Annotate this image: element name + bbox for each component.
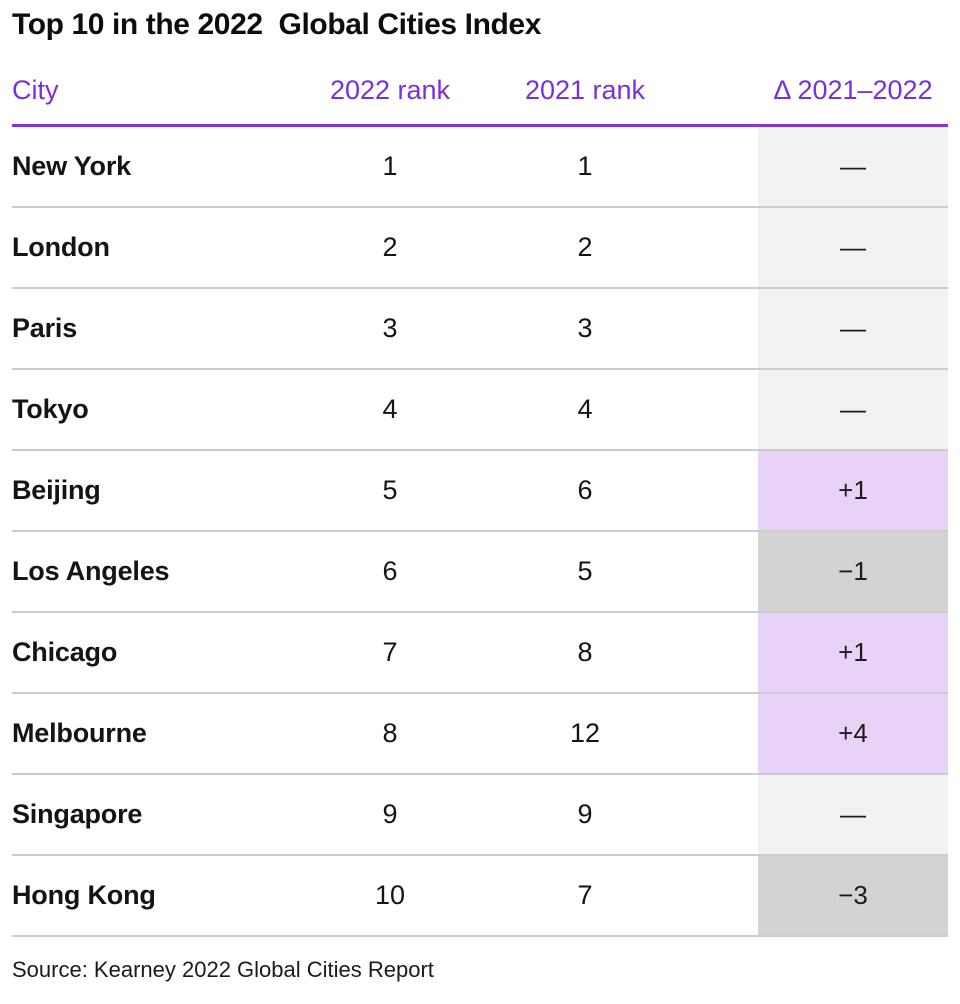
rank-2022: 4	[382, 394, 398, 424]
table-row: New York 1 1 —	[12, 127, 948, 208]
table-row: Hong Kong 10 7 −3	[12, 856, 948, 937]
delta-value: —	[758, 127, 948, 206]
row-spacer	[700, 613, 758, 692]
rank-2022: 1	[382, 151, 398, 181]
rank-2021: 9	[577, 799, 593, 829]
table-row: Chicago 7 8 +1	[12, 613, 948, 694]
delta-value: −1	[758, 532, 948, 611]
row-spacer	[700, 127, 758, 206]
row-spacer	[700, 289, 758, 368]
table-row: Paris 3 3 —	[12, 289, 948, 370]
row-spacer	[700, 856, 758, 935]
page-title: Top 10 in the 2022 Global Cities Index	[12, 8, 541, 41]
row-spacer	[700, 370, 758, 449]
source-note: Source: Kearney 2022 Global Cities Repor…	[12, 957, 434, 982]
rank-2022: 8	[382, 718, 398, 748]
city-name: Los Angeles	[12, 556, 170, 586]
table-row: London 2 2 —	[12, 208, 948, 289]
row-spacer	[700, 532, 758, 611]
row-spacer	[700, 451, 758, 530]
rank-2021: 7	[577, 880, 593, 910]
table-row: Los Angeles 6 5 −1	[12, 532, 948, 613]
delta-value: +4	[758, 694, 948, 773]
table-body: New York 1 1— London 2 2— Paris 3 3— Tokyo 4 4— Beij…	[12, 127, 948, 937]
city-name: Beijing	[12, 475, 101, 505]
rank-2021: 1	[577, 151, 593, 181]
rank-2021: 4	[577, 394, 593, 424]
city-name: Melbourne	[12, 718, 147, 748]
rank-2021: 6	[577, 475, 593, 505]
delta-value: —	[758, 289, 948, 368]
table-row: Tokyo 4 4 —	[12, 370, 948, 451]
rank-2021: 3	[577, 313, 593, 343]
delta-value: —	[758, 208, 948, 287]
row-spacer	[700, 208, 758, 287]
delta-value: —	[758, 775, 948, 854]
table-row: Melbourne 8 12 +4	[12, 694, 948, 775]
city-name: Paris	[12, 313, 78, 343]
table-header-row: City 2022 rank 2021 rank Δ 2021–2022	[12, 56, 948, 127]
header-2021-rank: 2021 rank	[524, 74, 646, 105]
global-cities-index-table: Top 10 in the 2022 Global Cities Index C…	[12, 8, 948, 983]
delta-value: −3	[758, 856, 948, 935]
rank-2022: 7	[382, 637, 398, 667]
table-row: Beijing 5 6 +1	[12, 451, 948, 532]
delta-value: +1	[758, 451, 948, 530]
rank-2021: 2	[577, 232, 593, 262]
header-2022-rank: 2022 rank	[329, 74, 451, 105]
delta-value: +1	[758, 613, 948, 692]
rank-2022: 3	[382, 313, 398, 343]
row-spacer	[700, 694, 758, 773]
table-row: Singapore 9 9 —	[12, 775, 948, 856]
city-name: Tokyo	[12, 394, 89, 424]
rank-2021: 5	[577, 556, 593, 586]
row-spacer	[700, 775, 758, 854]
rank-2022: 5	[382, 475, 398, 505]
header-city: City	[12, 74, 59, 105]
city-name: Chicago	[12, 637, 118, 667]
rank-2022: 10	[374, 880, 406, 910]
city-name: Singapore	[12, 799, 143, 829]
city-name: Hong Kong	[12, 880, 156, 910]
rank-2022: 9	[382, 799, 398, 829]
delta-value: —	[758, 370, 948, 449]
rank-2021: 8	[577, 637, 593, 667]
header-delta: Δ 2021–2022	[773, 74, 933, 105]
city-name: London	[12, 232, 110, 262]
city-name: New York	[12, 151, 131, 181]
rank-2022: 6	[382, 556, 398, 586]
rank-2021: 12	[569, 718, 601, 748]
rank-2022: 2	[382, 232, 398, 262]
